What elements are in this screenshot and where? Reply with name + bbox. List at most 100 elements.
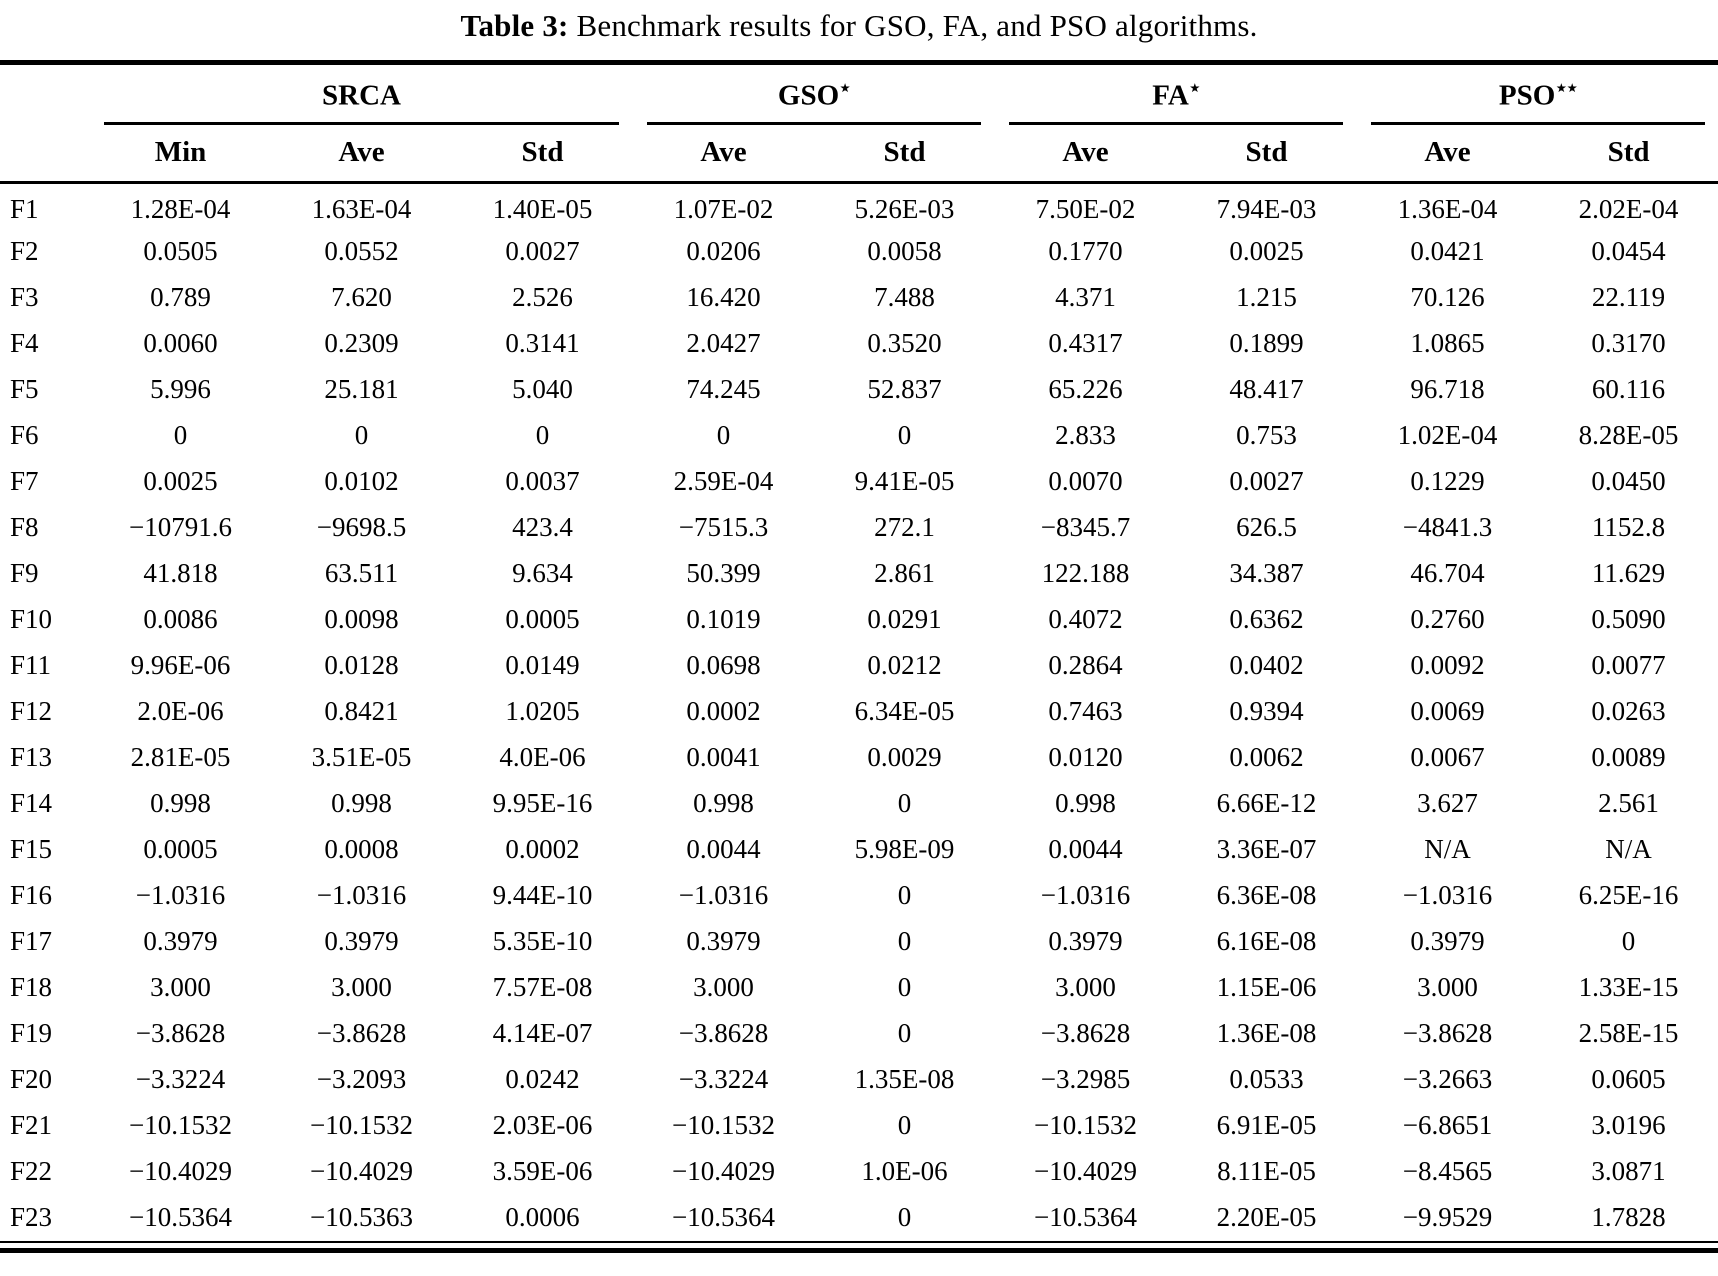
- cell: 1.0865: [1410, 328, 1485, 359]
- row-label: F20: [10, 1064, 53, 1095]
- cell: 41.818: [143, 558, 218, 589]
- subheader-srca-ave: Ave: [271, 124, 452, 185]
- cell: 6.34E-05: [854, 696, 955, 727]
- row-label: F23: [10, 1202, 53, 1233]
- table-row: F18 3.000 3.000 7.57E-08 3.000 0 3.000 1.15E-06…: [0, 965, 1718, 1011]
- cell: 1.7828: [1591, 1202, 1666, 1233]
- row-label: F6: [10, 420, 39, 451]
- cell: 0.0008: [324, 834, 399, 865]
- cell: 3.51E-05: [311, 742, 412, 773]
- table-caption-text: Benchmark results for GSO, FA, and PSO a…: [568, 8, 1258, 43]
- cell: −3.8628: [1402, 1018, 1493, 1049]
- cell: 0.4317: [1048, 328, 1123, 359]
- cell: 63.511: [324, 558, 399, 589]
- subheader-row: Min Ave Std Ave Std Ave Std Ave Std: [0, 124, 1718, 185]
- cell: 1.28E-04: [130, 194, 231, 225]
- cell: 3.59E-06: [492, 1156, 593, 1187]
- group-label-gso: GSO: [777, 79, 840, 112]
- cell: −3.2663: [1402, 1064, 1493, 1095]
- cell: −10.5364: [129, 1202, 232, 1233]
- cell: 6.36E-08: [1216, 880, 1317, 911]
- cell: 5.98E-09: [854, 834, 955, 865]
- table-row: F2 0.0505 0.0552 0.0027 0.0206 0.0058 0.1770 0.…: [0, 229, 1718, 275]
- cell: 0.3141: [505, 328, 580, 359]
- cell: 0: [1621, 926, 1636, 957]
- group-header-spacer: [0, 63, 90, 125]
- cell: 0.0089: [1591, 742, 1666, 773]
- row-label: F2: [10, 236, 39, 267]
- cell: −10791.6: [129, 512, 232, 543]
- cell: 0.0086: [143, 604, 218, 635]
- cell: 7.488: [874, 282, 935, 313]
- row-label: F16: [10, 880, 53, 911]
- cell: 0.0102: [324, 466, 399, 497]
- cell: 7.620: [331, 282, 392, 313]
- row-label: F14: [10, 788, 53, 819]
- cell: 34.387: [1229, 558, 1304, 589]
- cell: 2.81E-05: [130, 742, 231, 773]
- cell: −1.0316: [135, 880, 226, 911]
- cell: 0.3979: [143, 926, 218, 957]
- cell: 6.66E-12: [1216, 788, 1317, 819]
- cell: 8.28E-05: [1578, 420, 1679, 451]
- cell: 6.91E-05: [1216, 1110, 1317, 1141]
- cell: 2.20E-05: [1216, 1202, 1317, 1233]
- cell: −3.8628: [316, 1018, 407, 1049]
- cell: 5.35E-10: [492, 926, 593, 957]
- cell: 0.0128: [324, 650, 399, 681]
- row-label: F17: [10, 926, 53, 957]
- cell: 1.36E-08: [1216, 1018, 1317, 1049]
- group-header-srca: SRCA: [90, 63, 633, 125]
- cell: 0.7463: [1048, 696, 1123, 727]
- subheader-fa-std: Std: [1176, 124, 1358, 185]
- cell: 0: [897, 1018, 912, 1049]
- cell: 4.0E-06: [499, 742, 586, 773]
- cell: 4.371: [1055, 282, 1116, 313]
- cell: 0.0421: [1410, 236, 1485, 267]
- row-label: F10: [10, 604, 53, 635]
- cell: −6.8651: [1402, 1110, 1493, 1141]
- cell: 3.0871: [1591, 1156, 1666, 1187]
- cell: 6.25E-16: [1578, 880, 1679, 911]
- cell: −9.9529: [1402, 1202, 1493, 1233]
- table-row: F19 −3.8628 −3.8628 4.14E-07 −3.8628 0 −3.8628…: [0, 1011, 1718, 1057]
- cell: 0.0058: [867, 236, 942, 267]
- cell: −10.1532: [1034, 1110, 1137, 1141]
- cell: 0.998: [1055, 788, 1116, 819]
- cell: 0.3979: [1410, 926, 1485, 957]
- table-row: F16 −1.0316 −1.0316 9.44E-10 −1.0316 0 −1.0316…: [0, 873, 1718, 919]
- subheader-gso-std: Std: [814, 124, 995, 185]
- cell: 9.96E-06: [130, 650, 231, 681]
- table-row: F3 0.789 7.620 2.526 16.420 7.488 4.371 1.215 70…: [0, 275, 1718, 321]
- group-sup-fa: ⋆: [1188, 78, 1201, 99]
- table-row: F22 −10.4029 −10.4029 3.59E-06 −10.4029 1.0E-…: [0, 1149, 1718, 1195]
- cell: −1.0316: [1040, 880, 1131, 911]
- cell: 2.561: [1598, 788, 1659, 819]
- cell: 0: [897, 1110, 912, 1141]
- cell: 7.50E-02: [1035, 194, 1136, 225]
- table-caption-label: Table 3:: [460, 8, 569, 43]
- cell: 0.2864: [1048, 650, 1123, 681]
- cell: 0: [897, 1202, 912, 1233]
- cell: 0.4072: [1048, 604, 1123, 635]
- cell: 3.000: [1055, 972, 1116, 1003]
- cell: 3.0196: [1591, 1110, 1666, 1141]
- cell: −10.4029: [129, 1156, 232, 1187]
- cell: 0: [897, 972, 912, 1003]
- cell: −3.8628: [135, 1018, 226, 1049]
- cell: 0.0092: [1410, 650, 1485, 681]
- table-row: F10 0.0086 0.0098 0.0005 0.1019 0.0291 0.4072 0…: [0, 597, 1718, 643]
- cell: 2.58E-15: [1578, 1018, 1679, 1049]
- table-row: F21 −10.1532 −10.1532 2.03E-06 −10.1532 0 −10.…: [0, 1103, 1718, 1149]
- cell: 2.833: [1055, 420, 1116, 451]
- cell: 52.837: [867, 374, 942, 405]
- cell: 0.0027: [1229, 466, 1304, 497]
- cell: 272.1: [874, 512, 935, 543]
- cell: 0.0041: [686, 742, 761, 773]
- row-label: F21: [10, 1110, 53, 1141]
- cell: 1.0205: [505, 696, 580, 727]
- row-label: F12: [10, 696, 53, 727]
- cell: N/A: [1424, 834, 1471, 865]
- cell: 2.02E-04: [1578, 194, 1679, 225]
- cell: 0.0027: [505, 236, 580, 267]
